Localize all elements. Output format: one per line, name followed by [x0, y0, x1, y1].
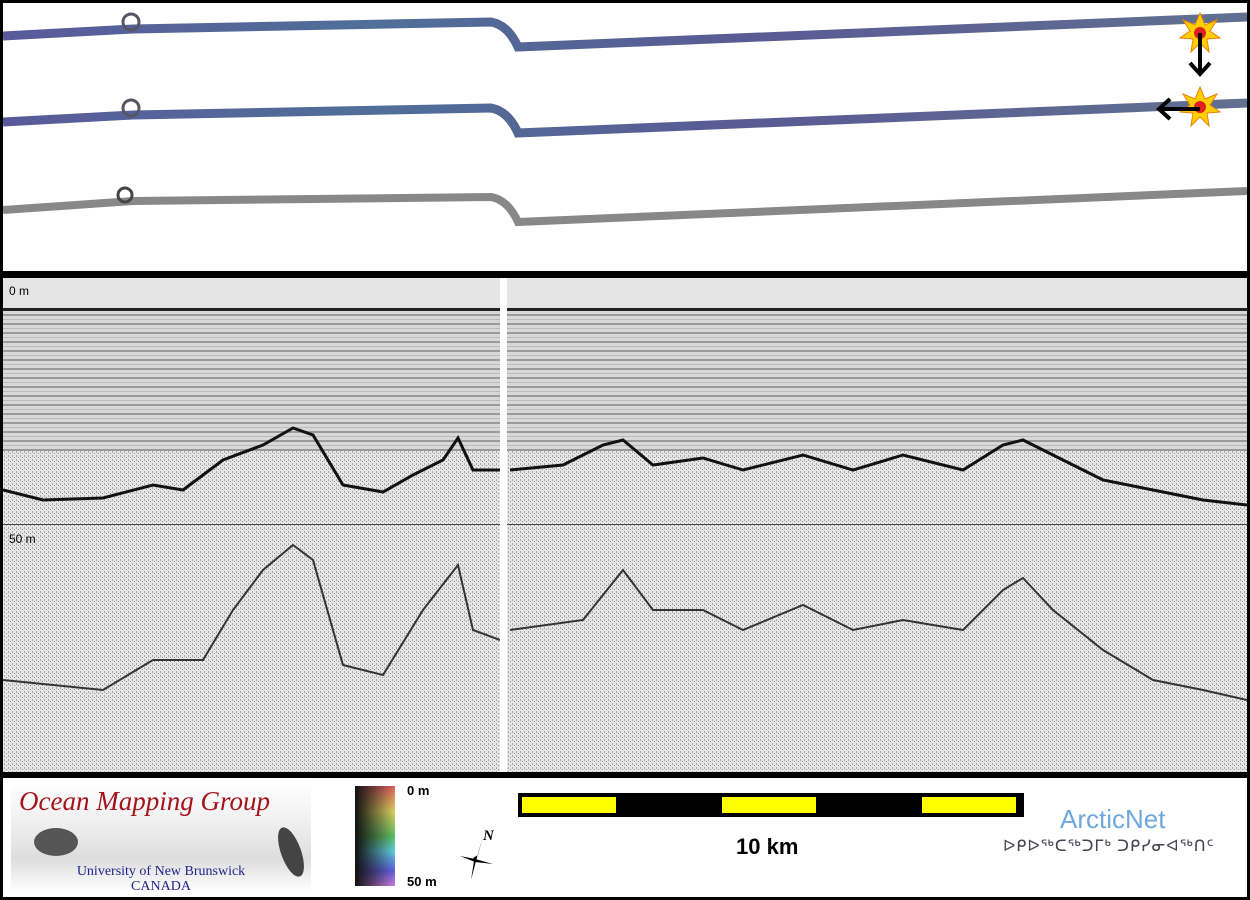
track-line-2 [2, 98, 1248, 138]
track-start-marker-3 [116, 186, 134, 204]
north-arrow-icon [460, 836, 493, 880]
track-line-1 [2, 12, 1248, 52]
sonar-profile-panel: 0 m 50 m [2, 278, 1248, 772]
track-lines [2, 11, 1248, 227]
logo-university: University of New Brunswick [76, 864, 246, 879]
data-gap-divider [500, 278, 507, 772]
seabed-echo-upper-right [509, 438, 1248, 507]
scale-bar [518, 793, 1024, 817]
logo-country: CANADA [131, 879, 191, 894]
track-line-3 [2, 187, 1248, 227]
arcticnet-inuktitut: ᐅᑭᐅᖅᑕᖅᑐᒥᒃ ᑐᑭᓯᓂᐊᖅᑎᑦ [1003, 838, 1215, 855]
seabed-echo-upper-left [2, 426, 500, 502]
colorbar-bottom-label: 50 m [407, 874, 437, 889]
legend-panel: Ocean Mapping Group University of New Br… [3, 778, 1247, 897]
ocean-mapping-group-logo: Ocean Mapping Group University of New Br… [11, 782, 311, 894]
logo-graphic [34, 827, 304, 877]
arrow-left-icon [1156, 97, 1200, 121]
depth-label-0m: 0 m [9, 284, 30, 298]
track-map-panel [2, 3, 1248, 271]
logo-title: Ocean Mapping Group [19, 786, 270, 816]
sonar-profile [2, 278, 1248, 772]
depth-colorbar [355, 786, 395, 886]
arrow-down-icon [1188, 33, 1212, 77]
colorbar-top-label: 0 m [407, 783, 430, 798]
track-start-marker-2 [121, 98, 141, 118]
depth-label-50m: 50 m [9, 532, 36, 546]
seabed-echo-lower-left [2, 543, 501, 692]
arcticnet-logo: ArcticNet [1060, 804, 1166, 834]
seabed-echo-lower-right [509, 568, 1248, 701]
scale-label: 10 km [736, 834, 799, 859]
track-start-marker-1 [121, 12, 141, 32]
north-label: N [483, 828, 494, 844]
